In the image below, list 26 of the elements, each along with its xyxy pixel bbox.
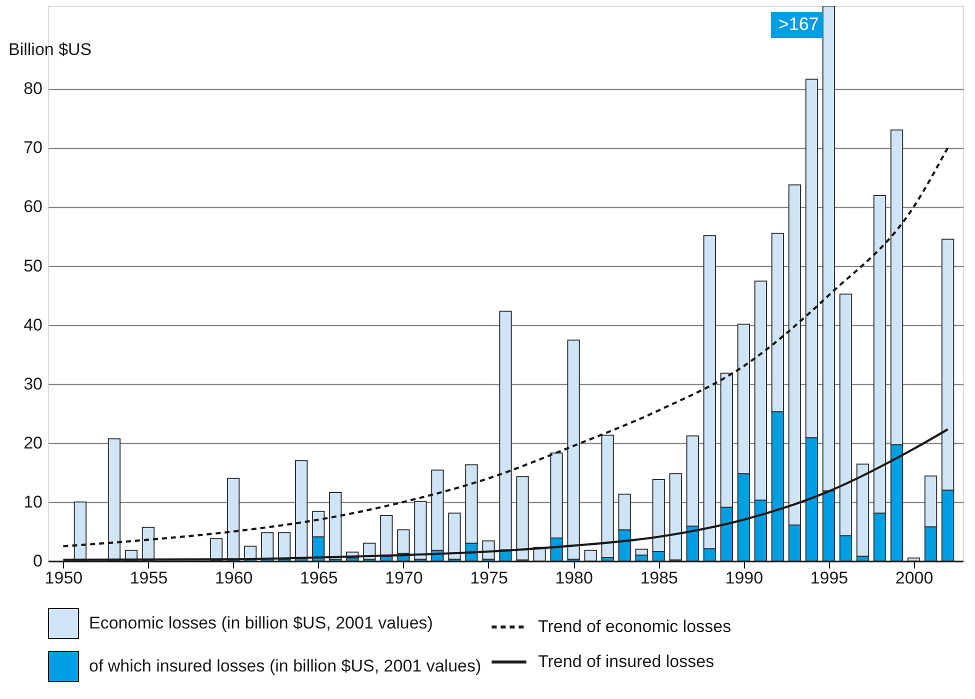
x-tick-label: 1955 [130, 568, 168, 588]
x-tick-label: 1970 [385, 568, 423, 588]
y-axis-title: Billion $US [8, 40, 92, 60]
x-tick-label: 1960 [214, 568, 253, 588]
y-tick-label: 40 [24, 315, 42, 334]
x-tick-label: 1975 [470, 568, 508, 588]
x-tick-label: 1965 [300, 568, 338, 588]
x-tick-label: 1980 [555, 568, 593, 588]
x-tick-label: 2000 [895, 568, 934, 588]
x-tick-label: 1985 [640, 568, 678, 588]
y-tick-label: 70 [24, 138, 42, 158]
annotation: >167 [778, 14, 819, 34]
y-tick-label: 50 [24, 256, 42, 276]
legend-label: Trend of insured losses [538, 652, 714, 671]
legend-label: of which insured losses (in billion $US, 2001 values) [89, 656, 482, 676]
y-tick-label: 0 [33, 552, 42, 570]
y-tick-label: 10 [24, 492, 42, 512]
y-tick-label: 80 [24, 79, 42, 98]
legend-label: Economic losses (in billion $US, 2001 values) [89, 614, 433, 632]
x-tick-label: 1990 [725, 568, 764, 588]
legend-label: Trend of economic losses [538, 617, 732, 636]
y-tick-label: 30 [24, 374, 42, 394]
y-tick-label: 60 [24, 197, 42, 216]
y-tick-label: 20 [24, 433, 42, 452]
x-tick-label: 1995 [810, 568, 848, 588]
x-tick-label: 1950 [44, 568, 83, 588]
